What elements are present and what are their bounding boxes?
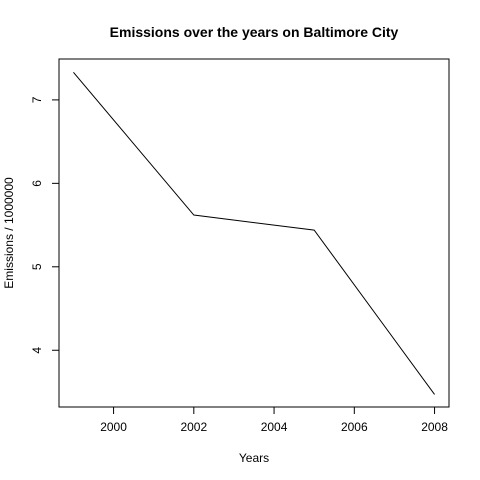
- x-tick-label: 2008: [421, 420, 448, 434]
- y-tick-label: 6: [30, 180, 44, 187]
- x-tick-label: 2000: [100, 420, 127, 434]
- chart-title: Emissions over the years on Baltimore Ci…: [110, 24, 399, 40]
- x-tick-label: 2004: [261, 420, 288, 434]
- x-axis-label: Years: [239, 451, 269, 465]
- plot-frame: [58, 58, 450, 408]
- y-tick-label: 5: [30, 263, 44, 270]
- x-tick-label: 2002: [180, 420, 207, 434]
- series-line: [73, 72, 435, 395]
- y-axis-label: Emissions / 1000000: [2, 177, 16, 289]
- y-axis: 4 5 6 7: [30, 96, 60, 354]
- y-tick-label: 7: [30, 96, 44, 103]
- x-tick-label: 2006: [341, 420, 368, 434]
- x-axis: 2000 2002 2004 2006 2008: [100, 406, 448, 434]
- y-tick-label: 4: [30, 347, 44, 354]
